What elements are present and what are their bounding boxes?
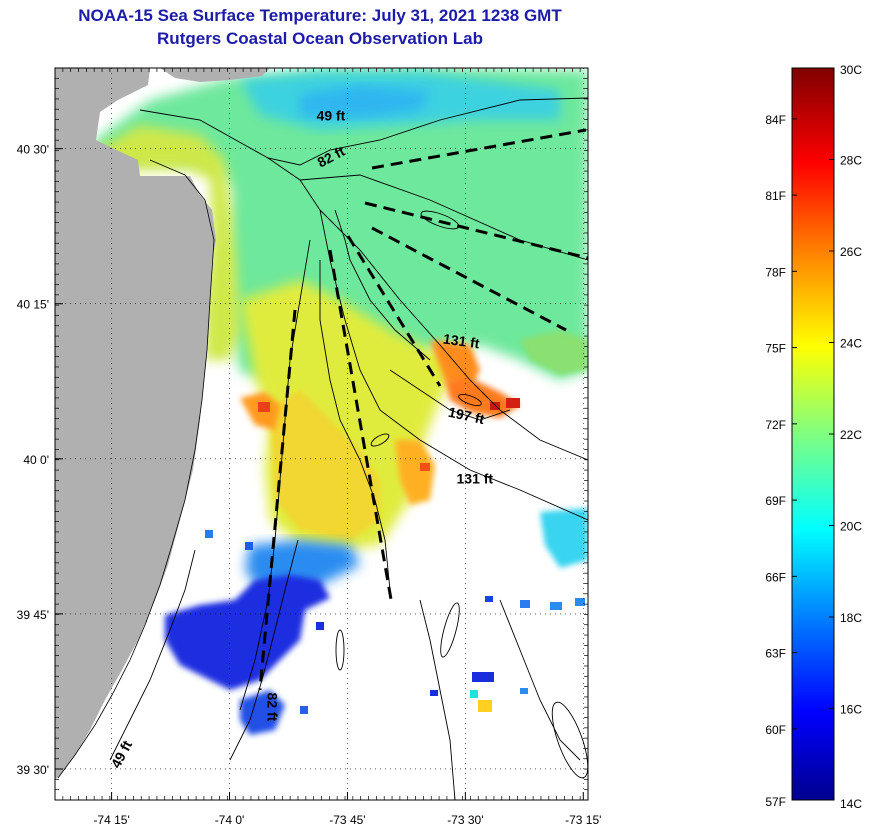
colorbar-fahrenheit-label: 63F <box>765 647 786 661</box>
sst-pixel <box>478 700 492 712</box>
colorbar-celsius-label: 16C <box>840 703 862 717</box>
colorbar-celsius-label: 14C <box>840 797 862 811</box>
axis-minor-ticks <box>54 68 589 801</box>
lat-tick-label: 40 30' <box>17 143 49 157</box>
land-coastal-detail <box>57 159 215 779</box>
sst-hot-pixel <box>490 402 500 410</box>
sst-region-warm-yellow <box>270 390 380 540</box>
sst-hot-pixel <box>258 402 270 412</box>
temperature-colorbar: 30C 28C 26C 24C 22C 20C 18C 16C 14C 84F 81F 78F 75F 7… <box>765 63 862 811</box>
sst-pixel <box>472 672 494 682</box>
sst-pixel <box>575 598 585 606</box>
map-subtitle: Rutgers Coastal Ocean Observation Lab <box>157 29 483 48</box>
axis-tick-labels: 40 30' 40 15' 40 0' 39 45' 39 30' -74 15' -74 … <box>17 143 602 827</box>
colorbar-fahrenheit-label: 75F <box>765 342 786 356</box>
lon-tick-label: -73 30' <box>447 813 483 827</box>
colorbar-fahrenheit-label: 57F <box>765 795 786 809</box>
colorbar-celsius-label: 22C <box>840 428 862 442</box>
lat-tick-label: 39 45' <box>17 608 49 622</box>
colorbar-celsius-label: 26C <box>840 245 862 259</box>
lat-tick-label: 39 30' <box>17 763 49 777</box>
colorbar-celsius-label: 20C <box>840 520 862 534</box>
sst-region-warm-patch-south <box>445 378 520 418</box>
sst-pixel <box>430 690 438 696</box>
map-title: NOAA-15 Sea Surface Temperature: July 31… <box>78 6 562 25</box>
colorbar-labels: 30C 28C 26C 24C 22C 20C 18C 16C 14C 84F 81F 78F 75F 7… <box>765 63 862 811</box>
sst-hot-pixel <box>506 398 520 408</box>
colorbar-celsius-label: 30C <box>840 63 862 77</box>
colorbar-fahrenheit-label: 84F <box>765 113 786 127</box>
depth-label: 197 ft <box>447 404 486 427</box>
colorbar-fahrenheit-label: 69F <box>765 494 786 508</box>
sst-pixel <box>470 690 478 698</box>
sst-pixel <box>316 622 324 630</box>
sst-hot-pixel <box>420 463 430 471</box>
sst-region-cool-strip <box>300 85 430 118</box>
colorbar-celsius-label: 18C <box>840 611 862 625</box>
depth-label: 49 ft <box>317 108 346 124</box>
colorbar-celsius-label: 24C <box>840 337 862 351</box>
colorbar-fahrenheit-label: 66F <box>765 570 786 584</box>
lat-tick-label: 40 0' <box>23 453 49 467</box>
land-new-jersey <box>55 68 216 780</box>
sst-pixel <box>550 602 562 610</box>
colorbar-fahrenheit-label: 72F <box>765 418 786 432</box>
sst-pixel <box>520 600 530 608</box>
sst-region-upwelling-south <box>240 690 285 735</box>
dashed-transect-lines <box>258 128 588 691</box>
depth-label: 131 ft <box>457 471 494 487</box>
colorbar-fahrenheit-label: 81F <box>765 189 786 203</box>
lat-lon-grid <box>55 68 588 800</box>
lon-tick-label: -73 45' <box>329 813 365 827</box>
colorbar-celsius-label: 28C <box>840 154 862 168</box>
sst-pixel <box>520 688 528 694</box>
land-long-island <box>160 68 270 82</box>
lon-tick-label: -74 0' <box>215 813 245 827</box>
lon-tick-label: -73 15' <box>565 813 601 827</box>
colorbar-fahrenheit-label: 78F <box>765 265 786 279</box>
sst-pixel <box>485 596 493 602</box>
sst-pixel <box>300 706 308 714</box>
depth-label: 82 ft <box>264 693 280 722</box>
depth-label: 131 ft <box>442 330 481 351</box>
sst-region-upwelling-core <box>165 575 330 690</box>
colorbar-fahrenheit-label: 60F <box>765 723 786 737</box>
sst-pixel <box>245 542 253 550</box>
sst-region-warm-patch-mid <box>395 440 435 505</box>
sst-region-east-cyan <box>540 508 588 568</box>
lon-tick-label: -74 15' <box>93 813 129 827</box>
colorbar-gradient <box>792 68 834 800</box>
sst-pixel <box>205 530 213 538</box>
sst-region-east-green <box>520 330 588 375</box>
lat-tick-label: 40 15' <box>17 298 49 312</box>
